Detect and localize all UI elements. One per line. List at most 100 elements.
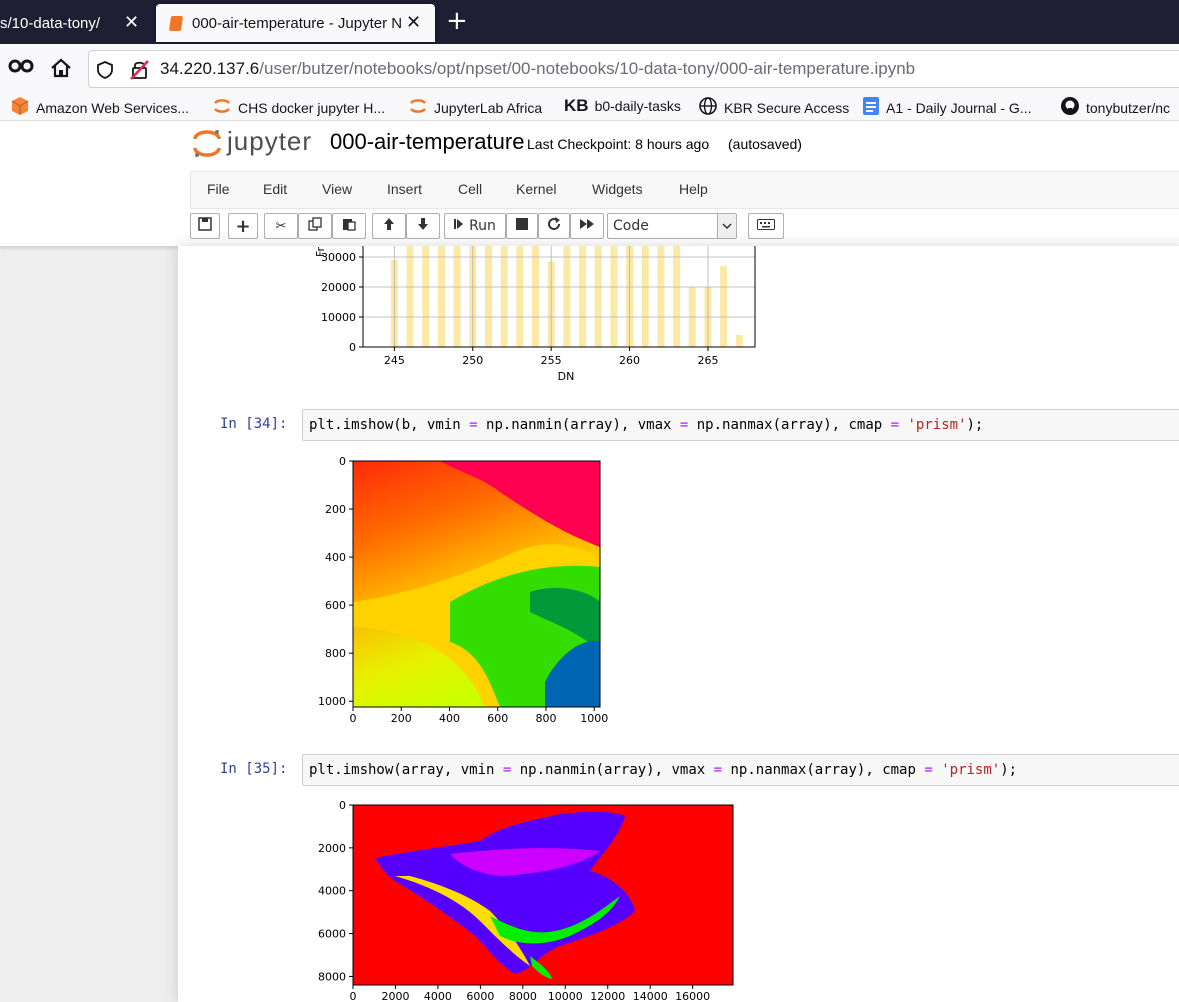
histogram-bar: [673, 246, 681, 347]
menu-help[interactable]: Help: [679, 181, 708, 197]
menu-file[interactable]: File: [207, 181, 230, 197]
jupyter-icon: [408, 96, 428, 119]
x-tick-label: 400: [439, 712, 460, 725]
code-text: np.nanmax(array), cmap: [722, 762, 925, 778]
bookmark-label: A1 - Daily Journal - G...: [886, 99, 1032, 116]
insecure-lock-icon[interactable]: [130, 60, 150, 84]
menu-widgets[interactable]: Widgets: [592, 181, 643, 197]
x-tick-label: 200: [391, 712, 412, 725]
histogram-bar: [500, 246, 508, 347]
interrupt-button[interactable]: [506, 213, 538, 239]
menu-kernel[interactable]: Kernel: [516, 181, 557, 197]
code-operator: =: [924, 762, 933, 778]
checkpoint-status: Last Checkpoint: 8 hours ago: [527, 136, 710, 152]
bookmark-github[interactable]: tonybutzer/nc: [1060, 96, 1170, 119]
cell-type-select[interactable]: Code: [607, 213, 737, 239]
bookmark-jupyterlab-africa[interactable]: JupyterLab Africa: [408, 96, 542, 119]
copy-button[interactable]: [298, 213, 332, 239]
url-text[interactable]: 34.220.137.6/user/butzer/notebooks/opt/n…: [160, 59, 915, 79]
code-operator: =: [502, 762, 512, 778]
histogram-bar: [531, 246, 539, 347]
paste-button[interactable]: [332, 213, 366, 239]
menu-edit[interactable]: Edit: [263, 181, 288, 197]
aws-cube-icon: [10, 96, 30, 119]
shield-icon[interactable]: [96, 60, 114, 84]
command-palette-button[interactable]: [748, 213, 784, 239]
browser-tab-bar: s/10-data-tony/ ✕ 000-air-temperature - …: [0, 0, 1179, 44]
scissors-icon: ✂: [275, 218, 287, 234]
y-tick-label: 200: [325, 503, 346, 516]
tab-000-air-temperature[interactable]: 000-air-temperature - Jupyter N ✕: [156, 4, 435, 42]
x-tick-label: 2000: [381, 990, 409, 1002]
histogram-bar: [484, 246, 492, 347]
restart-run-all-button[interactable]: [570, 213, 604, 239]
code-text: np.nanmin(array), vmax: [511, 762, 714, 778]
url-bar[interactable]: [88, 50, 1179, 88]
bookmark-b0-daily-tasks[interactable]: KB b0-daily-tasks: [564, 96, 681, 116]
code-text: plt.imshow(b, vmin: [309, 417, 470, 433]
histogram-bar: [563, 246, 571, 347]
histogram-bar: [720, 266, 728, 347]
globe-icon: [698, 96, 718, 119]
code-cell-editor[interactable]: plt.imshow(b, vmin = np.nanmin(array), v…: [302, 409, 1179, 441]
x-tick-label: 8000: [509, 990, 537, 1002]
restart-button[interactable]: [538, 213, 570, 239]
save-button[interactable]: [190, 213, 220, 239]
kb-icon: KB: [564, 96, 589, 115]
add-cell-button[interactable]: +: [228, 213, 258, 239]
code-cell-editor[interactable]: plt.imshow(array, vmin = np.nanmin(array…: [302, 754, 1179, 786]
code-text: np.nanmin(array), vmax: [477, 417, 680, 433]
x-tick-label: 0: [350, 990, 357, 1002]
y-tick-label: 600: [325, 599, 346, 612]
close-icon[interactable]: ✕: [406, 12, 422, 32]
cell-type-value: Code: [613, 218, 649, 234]
image-region: [440, 461, 600, 547]
y-tick-label: 1000: [318, 695, 346, 708]
close-icon[interactable]: ✕: [124, 12, 140, 32]
bookmark-chs-docker[interactable]: CHS docker jupyter H...: [212, 96, 385, 119]
plot-frame: [352, 804, 734, 986]
new-tab-button[interactable]: +: [446, 6, 468, 36]
run-button[interactable]: Run: [444, 213, 506, 239]
x-axis-label: DN: [558, 370, 575, 383]
jupyter-logo-icon[interactable]: [192, 128, 222, 162]
home-icon[interactable]: [50, 58, 72, 82]
y-tick-label: 10000: [321, 311, 356, 324]
tab-title: s/10-data-tony/: [0, 14, 101, 32]
chevron-down-icon: [717, 214, 736, 238]
github-icon: [1060, 96, 1080, 119]
tab-10-data-tony[interactable]: s/10-data-tony/ ✕: [0, 4, 152, 42]
code-operator: =: [469, 417, 478, 433]
bookmark-label: tonybutzer/nc: [1086, 99, 1171, 116]
bookmark-kbr-secure-access[interactable]: KBR Secure Access: [698, 96, 849, 119]
x-tick-label: 245: [384, 354, 405, 367]
image-region: [530, 956, 552, 979]
histogram-bar: [422, 246, 430, 347]
save-icon: [198, 217, 212, 235]
x-tick-label: 1000: [580, 712, 608, 725]
autosave-status: (autosaved): [728, 136, 802, 152]
menu-cell[interactable]: Cell: [458, 181, 483, 197]
histogram-bar: [453, 246, 461, 347]
x-tick-label: 0: [350, 712, 357, 725]
bookmark-aws[interactable]: Amazon Web Services...: [10, 96, 189, 119]
menu-view[interactable]: View: [322, 181, 353, 197]
y-tick-label: 6000: [318, 928, 346, 941]
move-down-button[interactable]: [406, 213, 440, 239]
menu-insert[interactable]: Insert: [387, 181, 423, 197]
code-operator: =: [713, 762, 723, 778]
x-tick-label: 4000: [424, 990, 452, 1002]
code-string: 'prism': [899, 417, 967, 433]
cut-button[interactable]: ✂: [264, 213, 298, 239]
y-tick-label: 20000: [321, 281, 356, 294]
code-operator: =: [890, 417, 900, 433]
notebook-name[interactable]: 000-air-temperature: [330, 129, 525, 154]
y-tick-label: 0: [339, 455, 346, 468]
tab-title: 000-air-temperature - Jupyter N: [192, 14, 403, 32]
x-tick-label: 600: [487, 712, 508, 725]
image-region: [450, 848, 600, 876]
y-tick-label: 2000: [318, 842, 346, 855]
bookmark-daily-journal[interactable]: A1 - Daily Journal - G...: [862, 96, 1032, 119]
move-up-button[interactable]: [372, 213, 406, 239]
histogram-bar: [406, 246, 414, 347]
